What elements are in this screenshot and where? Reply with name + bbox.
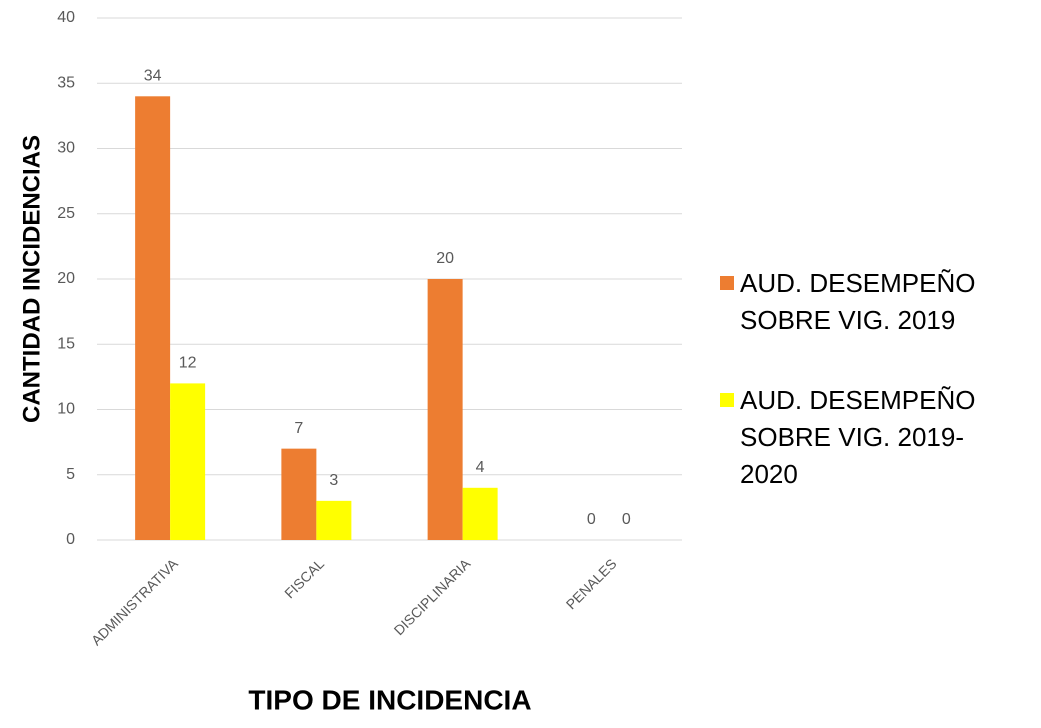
- data-label: 20: [436, 250, 454, 267]
- bar: [316, 500, 352, 540]
- legend-item: AUD. DESEMPEÑO SOBRE VIG. 2019: [720, 265, 1020, 339]
- data-label: 12: [179, 355, 197, 372]
- y-tick-label: 25: [57, 205, 75, 222]
- x-axis-title: TIPO DE INCIDENCIA: [248, 684, 531, 715]
- y-tick-label: 40: [57, 9, 75, 26]
- y-tick-label: 30: [57, 140, 75, 157]
- y-axis-title: CANTIDAD INCIDENCIAS: [18, 135, 45, 423]
- y-tick-label: 15: [57, 335, 75, 352]
- legend-swatch: [720, 276, 734, 290]
- data-label: 7: [294, 420, 303, 437]
- bar: [135, 96, 171, 541]
- y-tick-label: 35: [57, 74, 75, 91]
- bar: [170, 383, 206, 540]
- x-tick-label: DISCIPLINARIA: [391, 555, 474, 638]
- data-label: 0: [587, 511, 596, 528]
- data-label: 4: [476, 459, 485, 476]
- data-label: 0: [622, 511, 631, 528]
- legend-item: AUD. DESEMPEÑO SOBRE VIG. 2019-2020: [720, 382, 1020, 493]
- data-label: 34: [144, 68, 162, 85]
- x-tick-label: FISCAL: [281, 555, 327, 601]
- bar: [281, 448, 317, 540]
- y-tick-label: 20: [57, 270, 75, 287]
- bar: [462, 487, 498, 540]
- bar: [427, 279, 463, 540]
- data-label: 3: [329, 472, 338, 489]
- x-tick-label: ADMINISTRATIVA: [88, 555, 181, 648]
- x-tick-label: PENALES: [563, 555, 620, 612]
- legend-label: AUD. DESEMPEÑO SOBRE VIG. 2019: [740, 268, 976, 335]
- legend-swatch: [720, 393, 734, 407]
- y-tick-label: 10: [57, 401, 75, 418]
- y-tick-label: 5: [66, 466, 75, 483]
- y-tick-label: 0: [66, 531, 75, 548]
- legend-label: AUD. DESEMPEÑO SOBRE VIG. 2019-2020: [740, 385, 976, 489]
